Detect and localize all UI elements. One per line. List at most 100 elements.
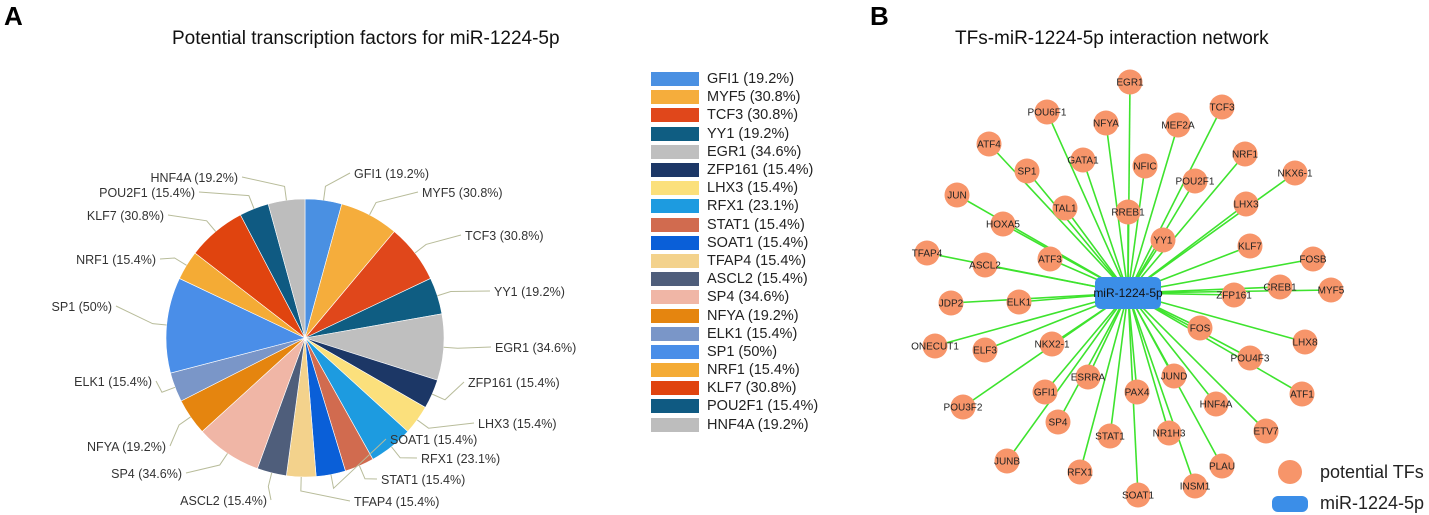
legend-item: TFAP4 (15.4%): [651, 252, 818, 270]
node-circle: [1014, 158, 1040, 184]
edge-yy1: [1127, 239, 1164, 294]
legend-item: ASCL2 (15.4%): [651, 270, 818, 288]
legend-item: KLF7 (30.8%): [651, 379, 818, 397]
node-circle: [1097, 423, 1123, 449]
edge-atf1: [1127, 292, 1303, 395]
node-nrf1: NRF1: [1232, 141, 1259, 167]
legend-label: SOAT1 (15.4%): [707, 234, 809, 251]
edge-tcf3: [1127, 106, 1223, 294]
node-pax4: PAX4: [1124, 379, 1150, 405]
pie-label-pou2f1: POU2F1 (15.4%): [99, 186, 195, 200]
legend-swatch: [651, 326, 699, 341]
pie-label-myf5: MYF5 (30.8%): [422, 186, 503, 200]
mirna-legend-marker: [1272, 496, 1308, 512]
legend-label: YY1 (19.2%): [707, 125, 790, 142]
network-edges: [926, 81, 1332, 496]
legend-item: LHX3 (15.4%): [651, 179, 818, 197]
legend-label: ASCL2 (15.4%): [707, 271, 808, 288]
node-label: RFX1: [1067, 468, 1093, 479]
pie-label-zfp161: ZFP161 (15.4%): [468, 376, 560, 390]
node-label: LHX8: [1292, 338, 1317, 349]
legend-label: EGR1 (34.6%): [707, 143, 802, 160]
legend-item: MYF5 (30.8%): [651, 88, 818, 106]
node-myf5: MYF5: [1318, 277, 1345, 303]
pie-leader-line: [155, 380, 176, 393]
legend-label: STAT1 (15.4%): [707, 216, 805, 233]
pie-label-gfi1: GFI1 (19.2%): [354, 167, 429, 181]
pie-label-sp1: SP1 (50%): [52, 300, 112, 314]
node-tfap4: TFAP4: [912, 240, 943, 266]
pie-chart: GFI1 (19.2%) MYF5 (30.8%) TCF3 (30.8%) YY1 …: [52, 167, 577, 509]
edge-stat1: [1109, 292, 1129, 437]
node-circle: [1237, 345, 1263, 371]
legend-label: MYF5 (30.8%): [707, 89, 801, 106]
node-hoxa5: HOXA5: [986, 211, 1020, 237]
node-circle: [1182, 473, 1208, 499]
node-label: SP1: [1018, 167, 1037, 178]
node-yy1: YY1: [1150, 227, 1176, 253]
legend-swatch: [651, 399, 699, 414]
edge-plau: [1127, 292, 1223, 467]
legend-swatch: [651, 253, 699, 268]
legend-swatch: [651, 363, 699, 378]
edge-lhx3: [1127, 203, 1247, 294]
legend-label: SP4 (34.6%): [707, 289, 790, 306]
edge-tal1: [1064, 207, 1129, 294]
edge-pou6f1: [1046, 111, 1129, 294]
node-label: JDP2: [939, 299, 964, 310]
node-pou3f2: POU3F2: [944, 394, 983, 420]
node-circle: [1150, 227, 1176, 253]
legend-label: TFAP4 (15.4%): [707, 252, 807, 269]
node-insm1: INSM1: [1180, 473, 1211, 499]
node-label: POU4F3: [1231, 354, 1270, 365]
node-tcf3: TCF3: [1209, 94, 1235, 120]
node-nkx6-1: NKX6-1: [1277, 160, 1313, 186]
pie-leader-line: [167, 214, 217, 232]
panel-b-letter: B: [870, 1, 889, 31]
node-label: FOSB: [1299, 255, 1327, 266]
edge-sp1: [1026, 170, 1129, 294]
legend-swatch: [651, 381, 699, 396]
node-rfx1: RFX1: [1067, 459, 1093, 485]
node-label: HOXA5: [986, 220, 1020, 231]
node-circle: [950, 394, 976, 420]
node-circle: [1052, 195, 1078, 221]
legend-item: EGR1 (34.6%): [651, 143, 818, 161]
node-circle: [972, 252, 998, 278]
legend-swatch: [651, 181, 699, 196]
node-tal1: TAL1: [1052, 195, 1078, 221]
node-fosb: FOSB: [1299, 246, 1327, 272]
node-circle: [1237, 233, 1263, 259]
node-label: YY1: [1154, 236, 1173, 247]
edge-etv7: [1127, 292, 1267, 432]
mirna-legend-label: miR-1224-5p: [1320, 493, 1425, 513]
edge-insm1: [1127, 292, 1196, 487]
edge-nfya: [1105, 122, 1129, 294]
pie-label-stat1: STAT1 (15.4%): [381, 473, 465, 487]
edge-mef2a: [1127, 124, 1179, 294]
node-circle: [1267, 274, 1293, 300]
legend-swatch: [651, 90, 699, 105]
node-fos: FOS: [1187, 315, 1213, 341]
hub-rect: [1095, 277, 1161, 309]
legend-swatch: [651, 344, 699, 359]
node-jun: JUN: [944, 182, 970, 208]
node-label: NRF1: [1232, 150, 1259, 161]
node-sp1: SP1: [1014, 158, 1040, 184]
node-circle: [1182, 168, 1208, 194]
node-circle: [1318, 277, 1344, 303]
node-circle: [1187, 315, 1213, 341]
node-label: CREB1: [1263, 283, 1297, 294]
node-sp4: SP4: [1045, 409, 1071, 435]
node-label: SP4: [1049, 418, 1068, 429]
node-mef2a: MEF2A: [1161, 112, 1195, 138]
node-circle: [1232, 141, 1258, 167]
edge-elf3: [984, 292, 1129, 351]
node-circle: [1067, 459, 1093, 485]
pie-leader-line: [300, 476, 351, 502]
pie-label-elk1: ELK1 (15.4%): [74, 375, 152, 389]
pie-leader-line: [159, 257, 187, 266]
node-egr1: EGR1: [1116, 69, 1144, 95]
edge-elk1: [1018, 292, 1129, 303]
node-circle: [1289, 381, 1315, 407]
